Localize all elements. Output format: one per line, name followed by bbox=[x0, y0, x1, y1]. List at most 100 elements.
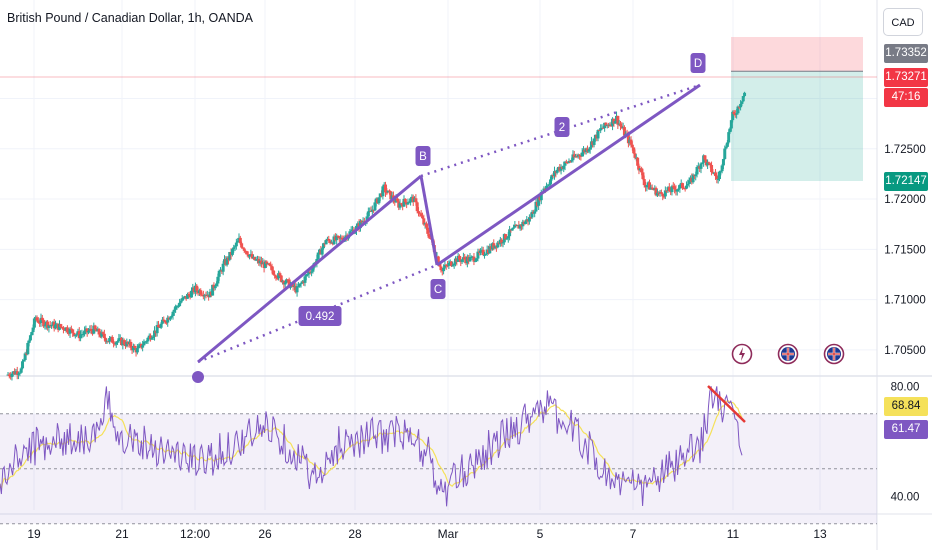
rsi-divergence-line[interactable] bbox=[707, 385, 746, 423]
candle-body bbox=[163, 320, 167, 323]
candle-body bbox=[630, 144, 634, 148]
candle-body bbox=[387, 190, 391, 192]
candle-body bbox=[699, 163, 703, 169]
candle-body bbox=[398, 203, 402, 208]
candle-body bbox=[622, 127, 626, 136]
candle-body bbox=[72, 332, 76, 336]
candle-body bbox=[179, 300, 183, 303]
flash-glyph bbox=[739, 347, 745, 361]
candle-body bbox=[303, 276, 307, 283]
candle-body bbox=[101, 332, 105, 334]
candle-body bbox=[117, 338, 121, 342]
candle-body bbox=[54, 324, 58, 329]
candle-body bbox=[7, 374, 11, 377]
pattern-leg-ab[interactable] bbox=[197, 174, 422, 364]
pattern-dotted-ac[interactable] bbox=[197, 263, 438, 364]
candle-body bbox=[510, 228, 514, 231]
pattern-leg-cd[interactable] bbox=[436, 83, 701, 267]
candle-body bbox=[162, 319, 166, 321]
candle-body bbox=[481, 249, 485, 255]
candle-body bbox=[39, 317, 43, 323]
candle-body bbox=[108, 338, 112, 342]
currency-button[interactable]: CAD bbox=[883, 8, 923, 36]
candle-body bbox=[267, 263, 271, 266]
candle-body bbox=[365, 216, 369, 222]
candle-body bbox=[687, 180, 691, 184]
candle-body bbox=[479, 250, 483, 253]
candle-body bbox=[230, 249, 234, 255]
candle-body bbox=[176, 306, 180, 308]
label-c-box bbox=[430, 279, 446, 299]
candle-body bbox=[659, 192, 663, 194]
candle-body bbox=[633, 153, 637, 158]
candle-body bbox=[114, 342, 118, 345]
candle-body bbox=[657, 192, 661, 194]
candle-body bbox=[534, 201, 538, 212]
candle-body bbox=[427, 233, 431, 238]
candle-body bbox=[172, 309, 176, 312]
candle-body bbox=[141, 345, 145, 348]
candle-body bbox=[661, 193, 665, 197]
candle-body bbox=[168, 317, 172, 320]
candle-body bbox=[277, 273, 281, 279]
candle-body bbox=[81, 334, 85, 336]
candle-body bbox=[187, 294, 191, 296]
candle-body bbox=[588, 147, 592, 150]
stop-price-tag: 1.73352 bbox=[884, 44, 928, 63]
candle-body bbox=[186, 294, 190, 299]
candle-body bbox=[428, 237, 432, 239]
time-tick-label: 19 bbox=[27, 527, 41, 541]
candle-body bbox=[217, 270, 221, 277]
candle-body bbox=[451, 265, 455, 267]
candle-body bbox=[436, 256, 440, 264]
candle-body bbox=[580, 152, 584, 157]
stop-loss-zone[interactable] bbox=[731, 37, 863, 72]
candle-body bbox=[547, 184, 551, 186]
candle-body bbox=[156, 325, 160, 328]
candle-body bbox=[673, 186, 677, 190]
take-profit-zone[interactable] bbox=[731, 71, 863, 181]
candle-body bbox=[241, 247, 245, 249]
candle-body bbox=[442, 267, 446, 272]
candle-body bbox=[35, 317, 39, 321]
candle-body bbox=[587, 149, 591, 152]
candle-body bbox=[406, 202, 410, 205]
candle-body bbox=[358, 220, 362, 229]
last-price-tag: 1.73271 bbox=[884, 68, 928, 87]
candle-body bbox=[592, 138, 596, 145]
candle-body bbox=[700, 162, 704, 164]
candle-body bbox=[65, 327, 69, 333]
candle-body bbox=[102, 333, 106, 339]
candle-body bbox=[160, 319, 164, 324]
candle-body bbox=[727, 132, 731, 143]
candle-body bbox=[42, 320, 46, 327]
candle-body bbox=[298, 283, 302, 287]
rsi-tick-label: 80.00 bbox=[891, 381, 920, 393]
candle-body bbox=[71, 329, 75, 333]
candle-body bbox=[563, 161, 567, 166]
candle-body bbox=[112, 342, 116, 344]
candle-body bbox=[278, 273, 282, 276]
candle-body bbox=[552, 171, 556, 177]
ratio-label: 0.492 bbox=[306, 311, 335, 323]
candle-body bbox=[68, 328, 72, 334]
candle-body bbox=[578, 154, 582, 156]
candle-body bbox=[69, 328, 73, 330]
candle-body bbox=[38, 322, 42, 324]
candle-body bbox=[743, 92, 747, 97]
candle-body bbox=[716, 179, 720, 181]
pattern-leg-bc[interactable] bbox=[419, 175, 439, 266]
candle-body bbox=[506, 236, 510, 239]
candle-body bbox=[677, 188, 681, 190]
candle-body bbox=[180, 298, 184, 301]
candle-body bbox=[645, 185, 649, 188]
candle-body bbox=[523, 221, 527, 225]
rsi-ma-tag: 68.84 bbox=[884, 397, 928, 416]
candle-body bbox=[213, 286, 217, 289]
time-tick-label: 7 bbox=[630, 527, 637, 541]
candle-body bbox=[216, 276, 220, 284]
candle-body bbox=[512, 227, 516, 229]
candle-body bbox=[373, 202, 377, 211]
candle-body bbox=[174, 306, 178, 310]
